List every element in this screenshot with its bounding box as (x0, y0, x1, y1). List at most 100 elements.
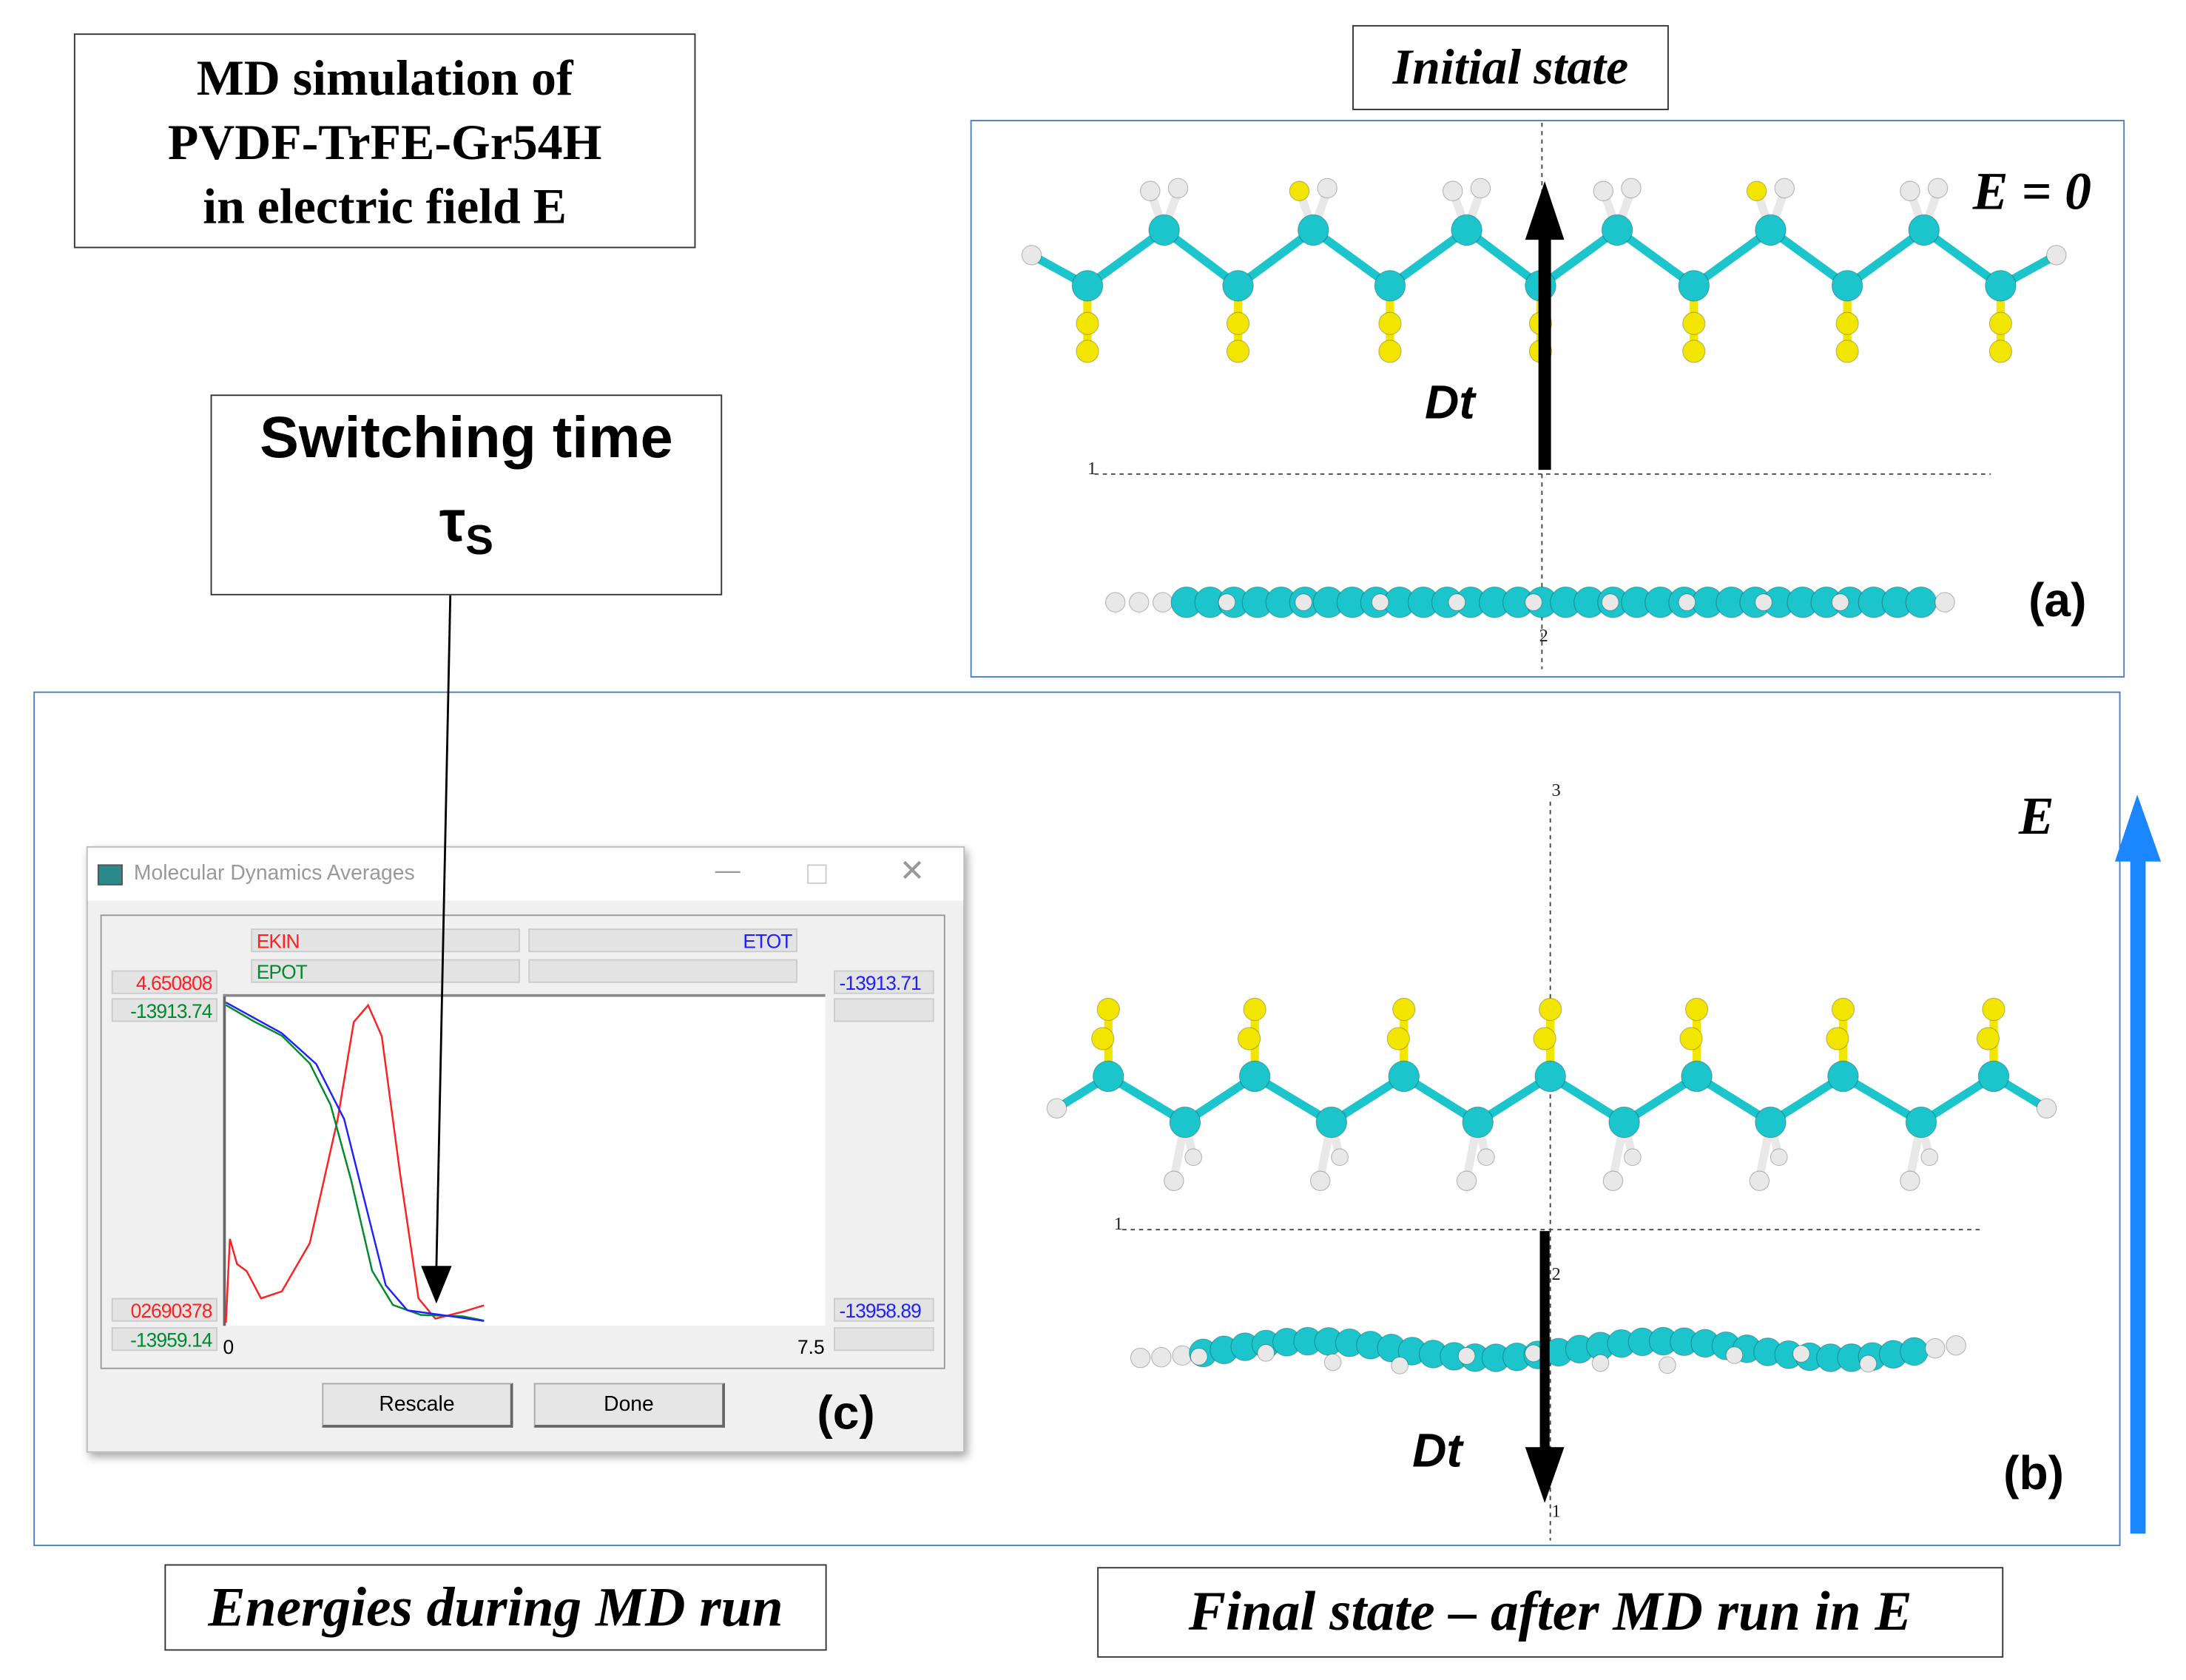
title-box: MD simulation of PVDF-TrFE-Gr54H in elec… (73, 33, 696, 249)
energies-caption: Energies during MD run (164, 1564, 827, 1651)
fluorine-atom (1386, 1027, 1410, 1050)
hydrogen-atom (1167, 178, 1189, 199)
carbon-atom (1601, 214, 1633, 246)
hydrogen-atom (1218, 593, 1236, 612)
fluorine-atom (1682, 311, 1706, 335)
hydrogen-atom (1164, 1170, 1184, 1192)
hydrogen-atom (1184, 1148, 1203, 1167)
etot-min: -13958.89 (833, 1298, 934, 1322)
carbon-atom (1238, 1060, 1271, 1093)
hydrogen-atom (1621, 178, 1642, 199)
fluorine-atom (1533, 1027, 1556, 1050)
done-button[interactable]: Done (533, 1383, 725, 1428)
carbon-atom (1905, 586, 1937, 618)
close-button[interactable]: ✕ (899, 853, 925, 888)
initial-state-label: Initial state (1352, 24, 1669, 110)
field-arrow-blue (2114, 795, 2162, 1534)
carbon-atom (1755, 1106, 1787, 1138)
title-bar[interactable]: Molecular Dynamics Averages — ✕ (87, 847, 964, 901)
hydrogen-atom (1046, 1098, 1067, 1119)
carbon-atom (1831, 270, 1863, 302)
fluorine-atom (1679, 1027, 1703, 1050)
fluorine-atom (1831, 997, 1855, 1022)
series-epot-line (225, 1004, 485, 1322)
hydrogen-atom (2036, 1098, 2057, 1119)
panel-a (970, 120, 2125, 678)
bond (1387, 226, 1469, 289)
carbon-atom (1905, 1106, 1937, 1138)
hydrogen-atom (1770, 1148, 1788, 1167)
carbon-atom (1608, 1106, 1640, 1138)
carbon-atom (1900, 1337, 1929, 1366)
axis-label: 1 (1114, 1214, 1123, 1234)
carbon-atom (1297, 214, 1329, 246)
etot-max: -13913.71 (833, 970, 934, 994)
fluorine-atom (1976, 1027, 2000, 1050)
carbon-atom (1977, 1060, 2010, 1093)
x-max-label: 7.5 (797, 1335, 825, 1358)
hydrogen-atom (1190, 1348, 1208, 1366)
hydrogen-atom (1659, 1356, 1676, 1374)
hydrogen-atom (1602, 1170, 1624, 1192)
dipole-arrow-a (1525, 181, 1565, 470)
bond (1768, 226, 1850, 289)
fluorine-atom (1988, 311, 2013, 335)
epot-min: -13959.14 (111, 1327, 217, 1352)
axis-label: 2 (1552, 1264, 1561, 1284)
bond (1161, 226, 1241, 289)
axis-label: 1 (1552, 1501, 1561, 1521)
dialog-title: Molecular Dynamics Averages (133, 861, 415, 885)
hydrogen-atom (1591, 1354, 1610, 1372)
fluorine-atom (1835, 311, 1859, 335)
hydrogen-atom (1831, 593, 1849, 612)
carbon-atom (1315, 1106, 1348, 1138)
carbon-atom (1222, 270, 1254, 302)
right-blank (833, 1327, 934, 1352)
hydrogen-atom (1456, 1170, 1477, 1192)
hydrogen-atom (1525, 1344, 1542, 1363)
fluorine-atom (1392, 997, 1416, 1022)
carbon-atom (1169, 1106, 1201, 1138)
minimize-button[interactable]: — (715, 856, 741, 884)
hydrogen-atom (1946, 1335, 1966, 1356)
fluorine-atom (1226, 340, 1250, 363)
bond (1538, 226, 1620, 289)
carbon-atom (1071, 270, 1104, 302)
fluorine-atom (1982, 997, 2005, 1022)
switching-time-box: Switching time τS (210, 394, 723, 596)
carbon-atom (1534, 1060, 1566, 1093)
hydrogen-atom (1920, 1148, 1939, 1167)
hydrogen-atom (1309, 1170, 1331, 1192)
fluorine-atom (1835, 340, 1859, 363)
fluorine-atom (1243, 997, 1266, 1022)
fluorine-atom (1076, 311, 1099, 335)
fluorine-atom (1684, 997, 1709, 1022)
field-label-a: E = 0 (1972, 163, 2091, 221)
legend-blank (528, 959, 797, 983)
hydrogen-atom (1623, 1148, 1642, 1167)
hydrogen-atom (1678, 593, 1696, 612)
dipole-label-b: Dt (1412, 1425, 1463, 1478)
fluorine-atom (1091, 1027, 1115, 1050)
bond (1614, 226, 1697, 289)
hydrogen-atom (1371, 593, 1389, 612)
hydrogen-atom (1391, 1356, 1409, 1374)
carbon-atom (1092, 1060, 1124, 1093)
title-line: MD simulation of (196, 50, 573, 107)
carbon-atom (1388, 1060, 1420, 1093)
fluorine-atom (1237, 1027, 1261, 1050)
hydrogen-atom (1927, 178, 1949, 199)
panel-label-b: (b) (2003, 1447, 2065, 1500)
fluorine-atom (1746, 181, 1767, 201)
right-blank (833, 998, 934, 1022)
ekin-max: 4.650808 (111, 970, 217, 994)
carbon-atom (1755, 214, 1787, 246)
maximize-button[interactable] (807, 864, 827, 884)
series-ekin-line (225, 1003, 485, 1323)
legend-etot: ETOT (528, 928, 797, 953)
bond (1310, 226, 1393, 289)
dipole-label-a: Dt (1425, 376, 1475, 430)
rescale-button[interactable]: Rescale (322, 1383, 513, 1428)
